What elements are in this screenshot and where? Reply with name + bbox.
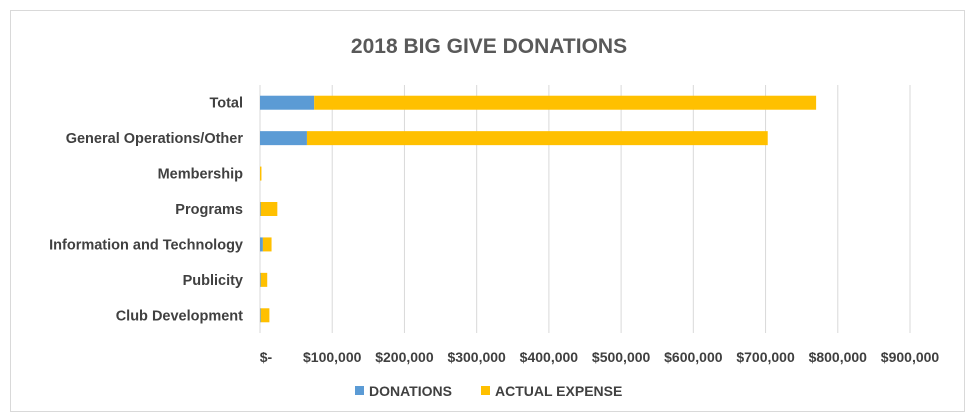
bar-chart: 2018 BIG GIVE DONATIONS Total General Ope…: [49, 35, 940, 399]
x-tick-label: $600,000: [664, 349, 723, 365]
x-tick-label: $300,000: [447, 349, 506, 365]
legend-swatch: [355, 386, 364, 395]
x-tick-label: $400,000: [520, 349, 579, 365]
bar: [260, 308, 270, 323]
x-tick-label: $100,000: [303, 349, 362, 365]
x-tick-label: $500,000: [592, 349, 651, 365]
category-label: Publicity: [183, 273, 243, 289]
bar: [314, 95, 817, 110]
x-tick-label: $700,000: [736, 349, 795, 365]
x-tick-label: $900,000: [881, 349, 940, 365]
bar: [260, 166, 262, 181]
chart-title: 2018 BIG GIVE DONATIONS: [351, 35, 627, 58]
bar: [262, 237, 272, 252]
x-tick-label: $200,000: [375, 349, 434, 365]
category-label: Programs: [175, 202, 243, 218]
legend-label: DONATIONS: [369, 383, 452, 399]
legend: DONATIONS ACTUAL EXPENSE: [355, 383, 622, 399]
bar: [260, 131, 307, 146]
bar: [260, 272, 261, 287]
bar: [260, 202, 278, 216]
bar: [260, 202, 261, 216]
chart-frame: 2018 BIG GIVE DONATIONS Total General Ope…: [10, 10, 965, 412]
bar: [260, 237, 263, 252]
category-labels: Total General Operations/Other Membership P…: [49, 96, 243, 325]
gridlines: [259, 85, 911, 333]
bar: [260, 95, 315, 110]
bars: [260, 95, 817, 323]
category-label: Information and Technology: [49, 237, 243, 253]
legend-swatch: [481, 386, 490, 395]
category-label: Total: [209, 96, 243, 112]
bar: [260, 272, 268, 287]
bar: [260, 308, 261, 323]
category-label: Club Development: [116, 308, 243, 324]
x-tick-label: $-: [260, 349, 273, 365]
category-label: Membership: [158, 167, 244, 183]
legend-label: ACTUAL EXPENSE: [495, 383, 622, 399]
category-label: General Operations/Other: [66, 131, 244, 147]
bar: [306, 131, 768, 146]
x-axis-tick-labels: $- $100,000 $200,000 $300,000 $400,000 $500,0…: [260, 349, 940, 365]
x-tick-label: $800,000: [809, 349, 868, 365]
